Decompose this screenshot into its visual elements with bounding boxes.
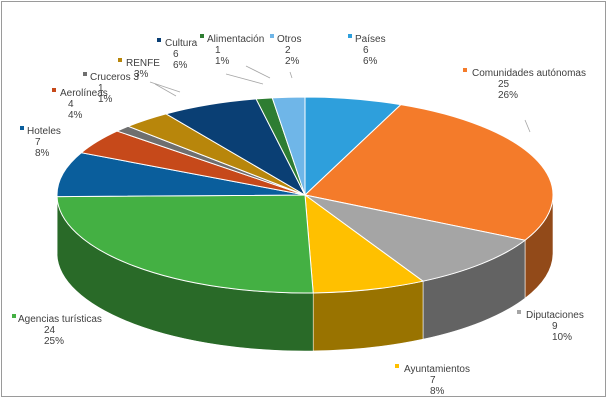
- data-label-otros: Otros 2 2%: [277, 34, 301, 67]
- pie-side-walls: [56, 194, 554, 352]
- data-label-line: 6%: [173, 60, 188, 71]
- data-label-comunidades-aut-nomas: Comunidades autónomas 25 26%: [472, 68, 586, 101]
- data-label-renfe: RENFE 3%: [126, 58, 160, 80]
- pie-slice-ayuntamientos: [304, 193, 425, 294]
- data-label-pa-ses: Países 6 6%: [355, 34, 386, 67]
- label-marker-comunidades-aut-nomas: [463, 68, 467, 72]
- data-label-line: Comunidades autónomas: [472, 68, 586, 79]
- data-label-line: 2: [285, 45, 291, 56]
- data-label-line: Diputaciones: [526, 310, 584, 321]
- data-label-line: 26%: [498, 90, 518, 101]
- leader-line: [149, 81, 181, 93]
- data-label-line: Cultura: [165, 38, 198, 49]
- data-label-line: 1: [98, 83, 104, 94]
- data-label-line: 4%: [68, 110, 83, 121]
- label-marker-otros: [270, 34, 274, 38]
- data-label-line: 1%: [215, 56, 230, 67]
- data-label-line: Cruceros 3: [90, 72, 139, 83]
- data-label-line: 10%: [552, 332, 572, 343]
- pie-slice-otros: [271, 96, 306, 196]
- data-label-line: 3%: [134, 69, 149, 80]
- data-label-line: 4: [68, 99, 74, 110]
- data-label-line: Países: [355, 34, 386, 45]
- label-marker-aerol-neas: [52, 88, 56, 92]
- data-label-line: 1%: [98, 94, 113, 105]
- leader-line: [154, 83, 177, 97]
- label-marker-ayuntamientos: [395, 364, 399, 368]
- data-label-line: 25%: [44, 336, 64, 347]
- data-label-agencias-tur-sticas: Agencias turísticas 24 25%: [18, 314, 102, 347]
- label-marker-cultura: [157, 38, 161, 42]
- data-label-line: Hoteles: [27, 126, 61, 137]
- data-label-cruceros: Cruceros 3 1 1%: [90, 72, 139, 105]
- data-label-line: 6: [173, 49, 179, 60]
- data-label-line: 24: [44, 325, 56, 336]
- pie-slice-comunidades-aut-nomas: [303, 104, 554, 241]
- label-marker-agencias-tur-sticas: [12, 314, 16, 318]
- data-label-line: 1: [215, 45, 221, 56]
- leader-line: [289, 71, 293, 79]
- data-labels: Países 6 6%Comunidades autónomas 25 26%Diput…: [12, 34, 586, 397]
- data-label-line: Otros: [277, 34, 301, 45]
- data-label-line: 9: [552, 321, 558, 332]
- label-marker-diputaciones: [517, 310, 521, 314]
- data-label-line: RENFE: [126, 58, 160, 69]
- label-marker-alimentaci-n: [200, 34, 204, 38]
- data-label-line: Ayuntamientos: [404, 364, 470, 375]
- data-label-alimentaci-n: Alimentación 1 1%: [207, 34, 264, 67]
- data-label-aerol-neas: Aerolíneas 4 4%: [60, 88, 108, 121]
- data-label-line: 6%: [363, 56, 378, 67]
- data-label-diputaciones: Diputaciones 9 10%: [526, 310, 584, 343]
- data-label-line: 7: [430, 375, 436, 386]
- label-marker-hoteles: [20, 126, 24, 130]
- data-label-line: Agencias turísticas: [18, 314, 102, 325]
- data-label-cultura: Cultura 6 6%: [165, 38, 198, 71]
- data-label-line: 7: [35, 137, 41, 148]
- data-label-line: 6: [363, 45, 369, 56]
- data-label-line: 8%: [430, 386, 445, 397]
- pie-slice-agencias-tur-sticas: [56, 194, 314, 294]
- label-marker-cruceros: [83, 72, 87, 76]
- data-label-line: Aerolíneas: [60, 88, 108, 99]
- data-label-line: 8%: [35, 148, 50, 159]
- pie-slice-hoteles: [56, 152, 306, 198]
- data-label-ayuntamientos: Ayuntamientos 7 8%: [404, 364, 470, 397]
- label-marker-renfe: [118, 58, 122, 62]
- leader-line: [245, 65, 271, 79]
- data-label-line: Alimentación: [207, 34, 264, 45]
- pie-slice-diputaciones: [304, 194, 527, 282]
- data-label-line: 2%: [285, 56, 300, 67]
- leader-line: [524, 119, 531, 133]
- leader-lines: [149, 65, 531, 133]
- pie-top: [56, 96, 554, 294]
- label-marker-pa-ses: [348, 34, 352, 38]
- leader-line: [225, 73, 264, 85]
- data-label-hoteles: Hoteles 7 8%: [27, 126, 61, 159]
- data-label-line: 25: [498, 79, 510, 90]
